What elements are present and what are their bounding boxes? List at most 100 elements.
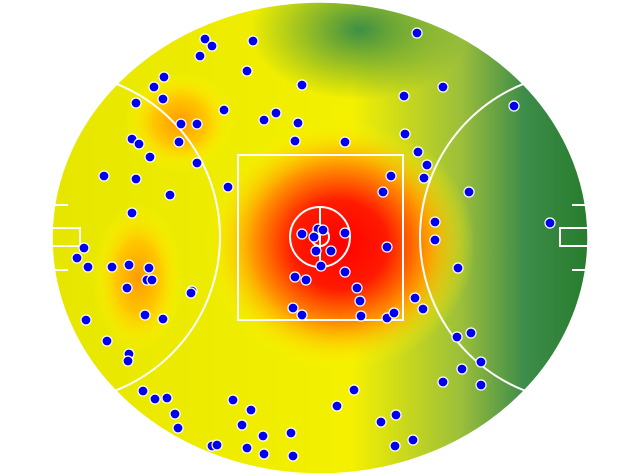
point [475, 356, 487, 368]
point [331, 400, 343, 412]
point [417, 303, 429, 315]
point [300, 274, 312, 286]
point [292, 117, 304, 129]
point [164, 189, 176, 201]
point [241, 442, 253, 454]
point [222, 181, 234, 193]
point [175, 118, 187, 130]
point [421, 159, 433, 171]
point [161, 392, 173, 404]
point [289, 135, 301, 147]
point [80, 314, 92, 326]
point [354, 295, 366, 307]
point [390, 409, 402, 421]
point [122, 355, 134, 367]
point [206, 40, 218, 52]
point [143, 262, 155, 274]
point [98, 170, 110, 182]
point [157, 93, 169, 105]
point [385, 170, 397, 182]
point [157, 313, 169, 325]
point [296, 309, 308, 321]
point [146, 274, 158, 286]
point [339, 266, 351, 278]
point [339, 227, 351, 239]
point [133, 138, 145, 150]
point [377, 186, 389, 198]
point [227, 394, 239, 406]
point [123, 259, 135, 271]
point [437, 376, 449, 388]
point [407, 434, 419, 446]
point [144, 151, 156, 163]
point [411, 27, 423, 39]
point [409, 292, 421, 304]
point [258, 114, 270, 126]
point [287, 450, 299, 462]
point [148, 81, 160, 93]
point [130, 97, 142, 109]
point [351, 282, 363, 294]
point [296, 79, 308, 91]
point [287, 302, 299, 314]
point [508, 100, 520, 112]
point [218, 104, 230, 116]
point [194, 50, 206, 62]
point [463, 186, 475, 198]
point [247, 35, 259, 47]
point [245, 404, 257, 416]
point [139, 309, 151, 321]
point [137, 385, 149, 397]
point [418, 172, 430, 184]
point [399, 128, 411, 140]
point [185, 287, 197, 299]
point [437, 81, 449, 93]
point [236, 419, 248, 431]
point [270, 107, 282, 119]
point [465, 327, 477, 339]
point [308, 231, 320, 243]
point [388, 307, 400, 319]
point [310, 245, 322, 257]
point [78, 242, 90, 254]
point [241, 65, 253, 77]
point [126, 207, 138, 219]
point [348, 384, 360, 396]
point [475, 379, 487, 391]
point [169, 408, 181, 420]
point [211, 439, 223, 451]
point [315, 260, 327, 272]
point [106, 261, 118, 273]
point [339, 136, 351, 148]
point [375, 416, 387, 428]
point [130, 173, 142, 185]
point [71, 252, 83, 264]
point [258, 448, 270, 460]
point [381, 241, 393, 253]
point [429, 216, 441, 228]
point [257, 430, 269, 442]
points [71, 27, 556, 462]
point [191, 118, 203, 130]
point [199, 33, 211, 45]
point [296, 228, 308, 240]
point [317, 224, 329, 236]
point [355, 310, 367, 322]
point [456, 363, 468, 375]
point [429, 234, 441, 246]
point [285, 427, 297, 439]
point [412, 146, 424, 158]
point [158, 71, 170, 83]
point [389, 440, 401, 452]
point [544, 217, 556, 229]
point [289, 271, 301, 283]
point [82, 261, 94, 273]
point [191, 157, 203, 169]
point [149, 393, 161, 405]
point [398, 90, 410, 102]
point [172, 422, 184, 434]
point [173, 136, 185, 148]
point [101, 335, 113, 347]
point [451, 331, 463, 343]
